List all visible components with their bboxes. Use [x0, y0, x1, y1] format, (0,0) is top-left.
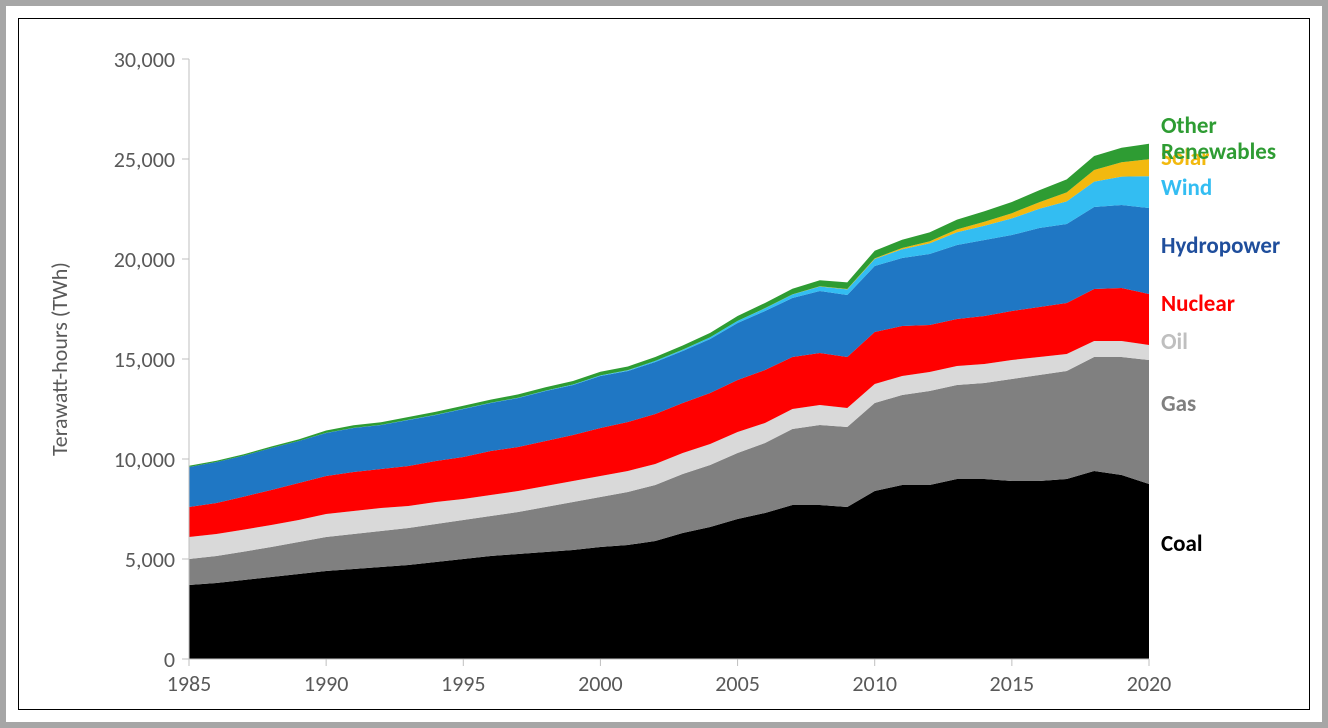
x-tick-label: 2000	[578, 670, 623, 697]
x-tick-label: 2015	[990, 670, 1035, 697]
series-label-gas: Gas	[1161, 390, 1196, 418]
y-axis-title: Terawatt-hours (TWh)	[46, 262, 73, 456]
x-tick-label: 1985	[167, 670, 212, 697]
series-label-coal: Coal	[1161, 530, 1203, 558]
y-tick-label: 30,000	[114, 46, 175, 73]
x-tick-label: 2005	[715, 670, 760, 697]
stacked-area-chart: 0 5,000 10,000 15,000 20,000 25,000 30,000 1985…	[19, 19, 1309, 709]
y-tick-label: 20,000	[114, 246, 175, 273]
y-tick-label: 10,000	[114, 446, 175, 473]
stacked-areas	[189, 144, 1149, 659]
chart-frame: 0 5,000 10,000 15,000 20,000 25,000 30,000 1985…	[18, 18, 1310, 710]
series-label-wind: Wind	[1161, 174, 1212, 202]
x-tick-label: 1990	[304, 670, 349, 697]
x-tick-label: 2010	[852, 670, 897, 697]
series-label-hydropower: Hydropower	[1161, 232, 1280, 260]
series-label-other-renewables: Other	[1161, 112, 1217, 140]
y-tick-label: 15,000	[114, 346, 175, 373]
series-label-nuclear: Nuclear	[1161, 290, 1235, 318]
y-tick-label: 25,000	[114, 146, 175, 173]
x-tick-label: 1995	[441, 670, 486, 697]
outer-frame: 0 5,000 10,000 15,000 20,000 25,000 30,000 1985…	[0, 0, 1328, 728]
y-tick-label: 5,000	[125, 546, 175, 573]
y-tick-label: 0	[164, 646, 175, 673]
series-label-oil: Oil	[1161, 328, 1188, 356]
series-label-other-renewables: Renewables	[1161, 138, 1276, 166]
x-tick-label: 2020	[1127, 670, 1172, 697]
